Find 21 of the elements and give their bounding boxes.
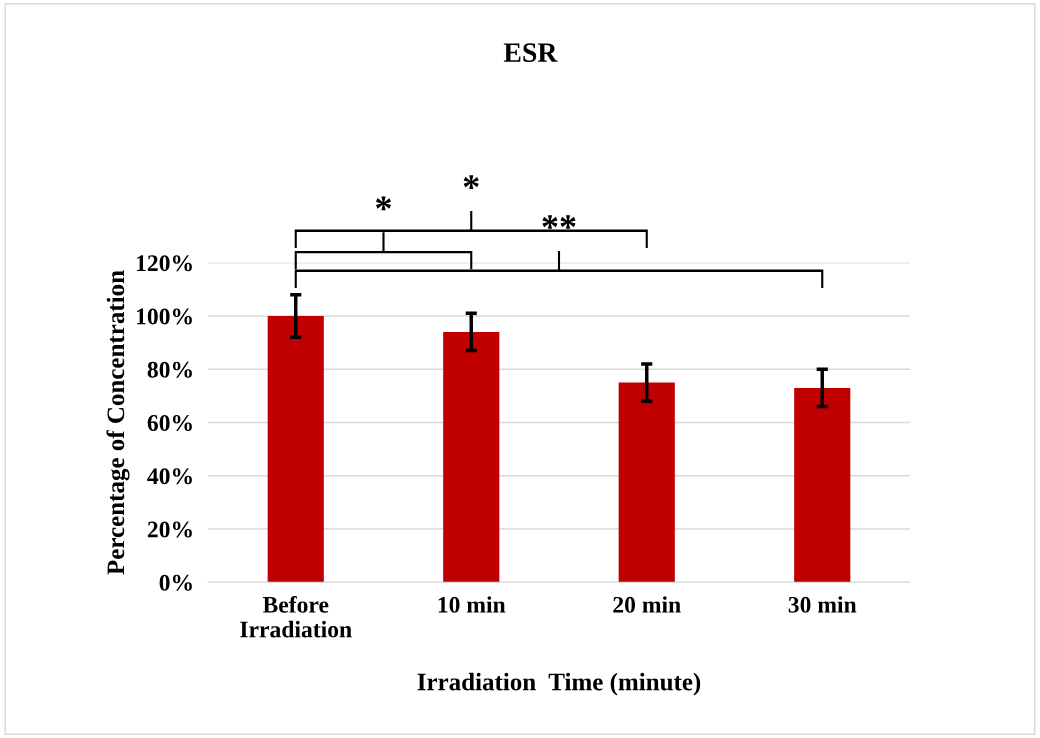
y-axis-title: Percentage of Concentration [106,270,130,575]
chart-title: ESR [503,43,558,62]
y-tick-label: 80% [147,361,192,378]
y-tick-label: 40% [147,468,192,485]
y-tick-label: 60% [147,415,192,432]
text: * [375,196,392,211]
bar [443,331,500,583]
y-tick-label: 0% [159,574,192,591]
bar [618,382,675,583]
y-tick-label: 120% [136,255,192,272]
x-tick-label: Before Irradiation [240,595,352,638]
y-tick-label: 100% [136,308,192,325]
text: ** [542,215,576,229]
x-axis-title: Irradiation Time (minute) [417,672,701,696]
text: * [463,175,479,189]
x-tick-label: 30 min [788,596,857,613]
x-tick-label: 20 min [613,596,681,613]
bar [794,387,851,583]
x-tick-label: 10 min [438,596,506,613]
bar [267,315,324,583]
y-tick-label: 20% [147,521,192,538]
